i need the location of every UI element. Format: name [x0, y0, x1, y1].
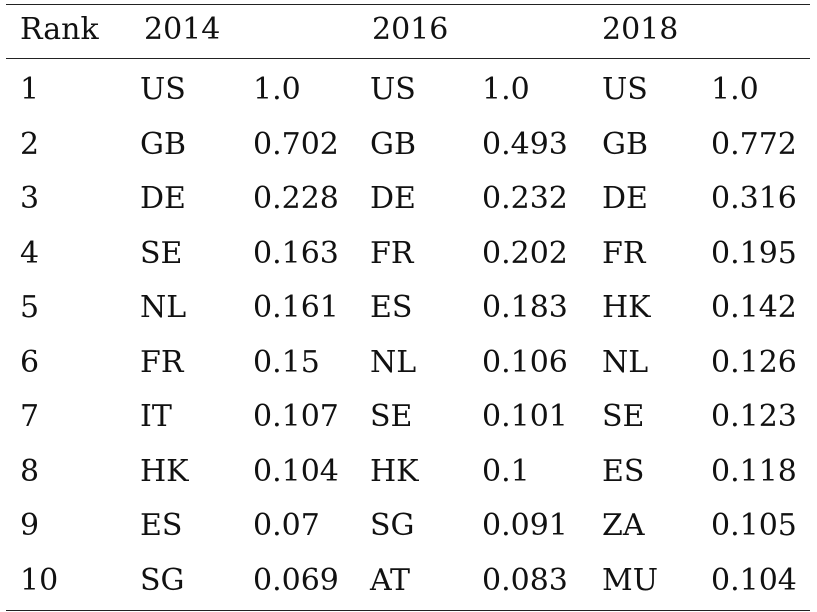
- header-rank: Rank: [20, 12, 99, 47]
- table-row: 5 NL 0.161 ES 0.183 HK 0.142: [6, 281, 810, 336]
- value-2014-cell: 0.104: [253, 453, 339, 489]
- rank-cell: 4: [20, 235, 40, 271]
- country-2014-cell: US: [140, 72, 186, 107]
- rank-cell: 9: [20, 508, 40, 543]
- value-2018-cell: 0.104: [711, 562, 797, 598]
- value-2018-cell: 0.195: [711, 235, 797, 271]
- value-2016-cell: 0.202: [482, 235, 568, 271]
- country-2016-cell: DE: [370, 181, 416, 216]
- country-2018-cell: GB: [602, 126, 649, 162]
- value-2018-cell: 0.126: [711, 344, 797, 380]
- header-2018: 2018: [602, 12, 679, 47]
- value-2014-cell: 0.07: [253, 508, 320, 543]
- value-2014-cell: 0.161: [253, 290, 339, 325]
- country-2018-cell: FR: [602, 235, 646, 271]
- country-2016-cell: SG: [370, 508, 415, 543]
- value-2018-cell: 0.772: [711, 126, 797, 162]
- rank-cell: 6: [20, 344, 40, 380]
- table-body: 1 US 1.0 US 1.0 US 1.0 2 GB 0.702 GB 0.493 GB 0.772 3 D…: [6, 59, 810, 610]
- country-2018-cell: HK: [602, 290, 651, 325]
- rank-cell: 5: [20, 290, 40, 325]
- country-2016-cell: NL: [370, 344, 417, 380]
- country-2016-cell: SE: [370, 399, 413, 434]
- value-2016-cell: 0.232: [482, 181, 568, 216]
- country-2014-cell: SE: [140, 235, 183, 271]
- table-row: 4 SE 0.163 FR 0.202 FR 0.195: [6, 227, 810, 282]
- rank-cell: 7: [20, 399, 40, 434]
- country-2016-cell: HK: [370, 453, 419, 489]
- value-2014-cell: 0.228: [253, 181, 339, 216]
- header-rule: [6, 58, 810, 59]
- country-2014-cell: ES: [140, 508, 183, 543]
- country-2018-cell: SE: [602, 399, 645, 434]
- value-2018-cell: 0.105: [711, 508, 797, 543]
- ranking-table: Rank 2014 2016 2018 1 US 1.0 US 1.0 US 1.0 2 GB 0…: [6, 4, 810, 611]
- country-2014-cell: GB: [140, 126, 187, 162]
- rank-cell: 3: [20, 181, 40, 216]
- header-2016: 2016: [372, 12, 449, 47]
- top-rule: [6, 4, 810, 5]
- country-2016-cell: AT: [370, 562, 411, 598]
- rank-cell: 2: [20, 126, 40, 162]
- value-2014-cell: 0.069: [253, 562, 339, 598]
- value-2014-cell: 0.15: [253, 344, 320, 380]
- country-2014-cell: DE: [140, 181, 186, 216]
- value-2016-cell: 0.493: [482, 126, 568, 162]
- table-row: 10 SG 0.069 AT 0.083 MU 0.104: [6, 554, 810, 609]
- country-2014-cell: FR: [140, 344, 184, 380]
- country-2018-cell: MU: [602, 562, 659, 598]
- value-2016-cell: 0.083: [482, 562, 568, 598]
- country-2018-cell: ZA: [602, 508, 645, 543]
- rank-cell: 8: [20, 453, 40, 489]
- country-2016-cell: ES: [370, 290, 413, 325]
- country-2014-cell: IT: [140, 399, 172, 434]
- header-row: Rank 2014 2016 2018: [6, 5, 810, 58]
- country-2018-cell: DE: [602, 181, 648, 216]
- value-2018-cell: 0.123: [711, 399, 797, 434]
- value-2016-cell: 0.183: [482, 290, 568, 325]
- value-2014-cell: 1.0: [253, 72, 301, 107]
- country-2016-cell: GB: [370, 126, 417, 162]
- table-row: 1 US 1.0 US 1.0 US 1.0: [6, 63, 810, 118]
- header-2014: 2014: [144, 12, 221, 47]
- table-row: 9 ES 0.07 SG 0.091 ZA 0.105: [6, 499, 810, 554]
- value-2014-cell: 0.163: [253, 235, 339, 271]
- rank-cell: 10: [20, 562, 59, 598]
- country-2016-cell: US: [370, 72, 416, 107]
- country-2018-cell: US: [602, 72, 648, 107]
- rank-cell: 1: [20, 72, 40, 107]
- table-row: 7 IT 0.107 SE 0.101 SE 0.123: [6, 390, 810, 445]
- country-2016-cell: FR: [370, 235, 414, 271]
- country-2014-cell: NL: [140, 290, 187, 325]
- table-row: 6 FR 0.15 NL 0.106 NL 0.126: [6, 336, 810, 391]
- value-2016-cell: 0.1: [482, 453, 530, 489]
- value-2018-cell: 0.118: [711, 453, 797, 489]
- country-2014-cell: SG: [140, 562, 185, 598]
- country-2018-cell: ES: [602, 453, 645, 489]
- value-2014-cell: 0.107: [253, 399, 339, 434]
- bottom-rule: [6, 610, 810, 611]
- country-2018-cell: NL: [602, 344, 649, 380]
- value-2016-cell: 0.091: [482, 508, 568, 543]
- value-2018-cell: 0.142: [711, 290, 797, 325]
- country-2014-cell: HK: [140, 453, 189, 489]
- value-2016-cell: 0.101: [482, 399, 568, 434]
- value-2018-cell: 0.316: [711, 181, 797, 216]
- table-row: 2 GB 0.702 GB 0.493 GB 0.772: [6, 118, 810, 173]
- value-2016-cell: 1.0: [482, 72, 530, 107]
- value-2014-cell: 0.702: [253, 126, 339, 162]
- table-row: 3 DE 0.228 DE 0.232 DE 0.316: [6, 172, 810, 227]
- value-2018-cell: 1.0: [711, 72, 759, 107]
- table-row: 8 HK 0.104 HK 0.1 ES 0.118: [6, 445, 810, 500]
- value-2016-cell: 0.106: [482, 344, 568, 380]
